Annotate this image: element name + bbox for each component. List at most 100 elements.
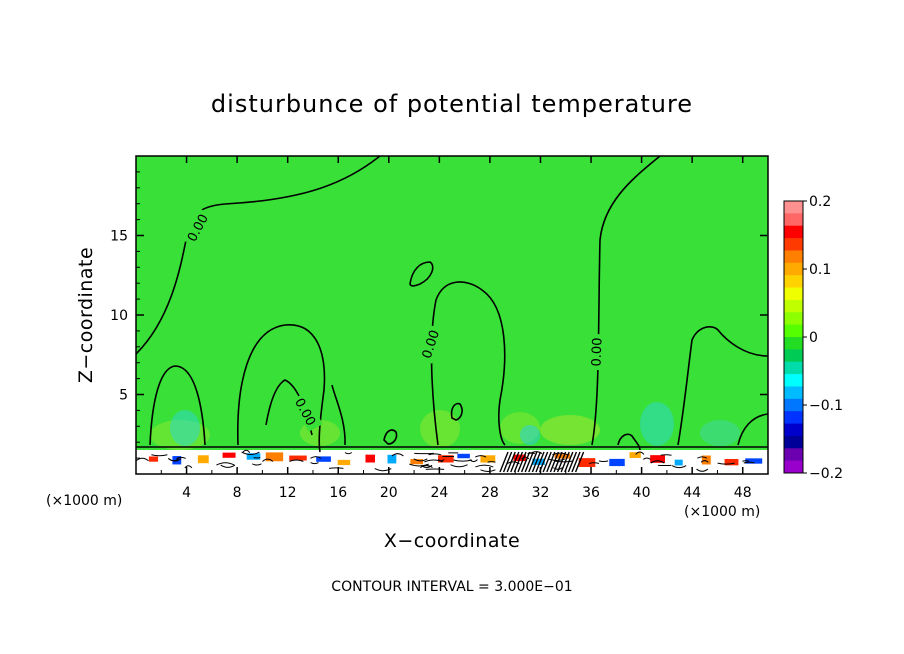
surface-squiggle: [650, 460, 665, 464]
surface-color-blob: [674, 459, 683, 466]
surface-hatch: [528, 451, 538, 473]
surface-color-blob: [650, 455, 666, 463]
surface-squiggle: [487, 461, 496, 463]
contour-line-lobe-c: [331, 384, 346, 446]
x-axis-title: X−coordinate: [384, 530, 520, 552]
surface-patch-2: [420, 410, 460, 448]
colorbar-block-5: [784, 262, 803, 276]
colorbar-block-9: [784, 312, 803, 326]
surface-squiggle: [253, 456, 261, 459]
surface-squiggle: [548, 458, 565, 461]
surface-squiggle: [344, 452, 353, 455]
surface-hatch: [542, 451, 552, 473]
surface-hatch: [502, 451, 513, 473]
surface-squiggle: [475, 464, 494, 468]
surface-color-blob: [629, 452, 641, 458]
surface-hatch: [531, 451, 542, 473]
surface-squiggle: [328, 467, 344, 469]
contour-line-right: [591, 156, 661, 446]
surface-color-blob: [532, 458, 545, 465]
colorbar-block-12: [784, 349, 803, 363]
colorbar-block-1: [784, 213, 803, 227]
y-tick-label-2: 15: [110, 229, 128, 245]
surface-squiggle: [136, 457, 149, 462]
surface-squiggle: [450, 464, 468, 468]
x-tick-label-6: 28: [481, 485, 499, 501]
contour-line-blob-small: [409, 261, 434, 287]
surface-hatch: [574, 451, 585, 473]
colorbar-block-7: [784, 287, 803, 301]
y-axis-title: Z−coordinate: [75, 247, 97, 383]
plot-area: 0.00 0.00 0.00 0.00 4 8 12 16 20 24 28 32 36 40 44…: [110, 155, 769, 501]
surface-hatch: [517, 451, 527, 473]
colorbar-block-15: [784, 386, 803, 400]
surface-hatch: [506, 451, 516, 473]
surface-color-blob: [554, 453, 571, 459]
surface-squiggle: [413, 458, 428, 462]
x-tick-label-0: 4: [182, 485, 191, 501]
surface-squiggle: [700, 460, 709, 463]
colorbar-labels: 0.2 0.1 0 −0.1 −0.2: [803, 194, 843, 482]
x-tick-label-1: 8: [233, 485, 242, 501]
colorbar-block-3: [784, 238, 803, 251]
surface-color-blob: [745, 458, 763, 464]
surface-squiggle: [480, 469, 496, 472]
y-tick-label-0: 5: [119, 388, 128, 404]
surface-squiggle: [554, 460, 574, 463]
surface-squiggle: [220, 464, 236, 468]
surface-squiggle: [521, 456, 530, 460]
y-tick-label-1: 10: [110, 308, 128, 324]
surface-squiggle: [184, 465, 193, 469]
surface-hatch: [549, 451, 560, 473]
x-axis-ticks: 4 8 12 16 20 24 28 32 36 40 44 48: [160, 156, 752, 501]
x-tick-label-9: 40: [633, 485, 651, 501]
surface-squiggle: [242, 449, 251, 453]
surface-patch-5: [640, 402, 674, 446]
surface-color-blob: [701, 455, 711, 465]
x-tick-label-11: 48: [734, 485, 752, 501]
surface-hatch: [567, 451, 578, 473]
contour-line-blob-tiny: [450, 402, 463, 421]
colorbar-block-18: [784, 423, 803, 437]
colorbar-block-10: [784, 324, 803, 338]
contour-line-right-small: [737, 413, 768, 446]
contour-interval-text: CONTOUR INTERVAL = 3.000E−01: [331, 579, 572, 595]
colorbar-block-13: [784, 361, 803, 375]
contour-line-right-lobe: [677, 326, 768, 446]
colorbar-label-0: 0.2: [809, 194, 831, 210]
surface-squiggle: [251, 463, 262, 466]
surface-squiggle: [642, 457, 651, 460]
surface-patch-1: [170, 410, 200, 446]
contour-label-3: 0.00: [589, 337, 605, 366]
surface-hatch: [571, 451, 581, 473]
surface-hatch: [510, 451, 520, 473]
surface-color-blob: [337, 459, 351, 466]
x-unit-label-left: (×1000 m): [46, 493, 122, 509]
surface-squiggle: [420, 464, 433, 468]
surface-squiggle: [409, 463, 429, 467]
colorbar-block-16: [784, 398, 803, 412]
surface-squiggle: [527, 452, 536, 455]
surface-color-blob: [410, 459, 424, 465]
surface-hatch: [556, 451, 567, 473]
surface-squiggle: [391, 453, 404, 457]
x-tick-label-8: 36: [582, 485, 600, 501]
colorbar-label-4: −0.2: [809, 466, 843, 482]
surface-squiggle: [151, 454, 168, 457]
surface-color-blob: [365, 454, 376, 463]
surface-squiggle: [635, 451, 645, 455]
surface-squiggle: [216, 462, 235, 466]
surface-color-blob: [609, 458, 625, 467]
x-tick-label-10: 44: [683, 485, 701, 501]
surface-color-blob: [457, 453, 470, 459]
surface-squiggle: [453, 459, 472, 462]
colorbar-block-14: [784, 374, 803, 387]
surface-color-blob: [578, 458, 596, 467]
surface-patch-6: [700, 420, 740, 446]
colorbar-block-6: [784, 275, 803, 289]
surface-hatch: [520, 451, 531, 473]
surface-hatch: [499, 451, 509, 473]
surface-patch-8: [520, 425, 540, 445]
colorbar-block-2: [784, 225, 803, 239]
